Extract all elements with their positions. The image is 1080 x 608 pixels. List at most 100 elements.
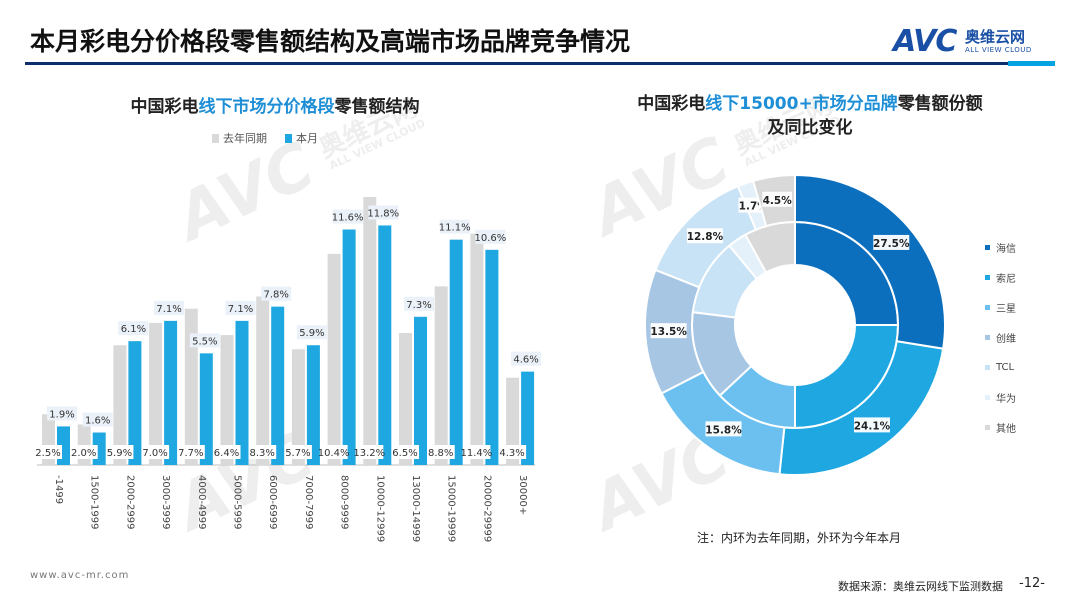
label-box (154, 300, 185, 315)
x-tick-label: 30000+ (517, 475, 528, 515)
legend-item-this-month: 本月 (285, 130, 318, 146)
bar-last-year (113, 345, 127, 465)
bar-this-month (271, 306, 285, 465)
bar-last-year (149, 322, 163, 465)
label-box (332, 209, 363, 224)
label-box (296, 325, 327, 340)
data-label-this-month: 4.6% (513, 355, 538, 366)
bar-this-month (485, 249, 499, 465)
data-label-this-month: 5.9% (299, 328, 324, 339)
x-tick-label: 13000-14999 (410, 475, 421, 542)
legend-swatch (985, 394, 990, 400)
legend-label: 海信 (996, 243, 1016, 255)
label-box (47, 406, 77, 421)
label-box (284, 445, 312, 459)
data-label-last-year: 4.3% (499, 448, 524, 459)
data-label-this-month: 7.8% (263, 290, 288, 301)
legend-item-last-year: 去年同期 (212, 130, 267, 146)
donut-data-label: 12.8% (687, 231, 724, 243)
bar-chart: 2.5% 1.9% -1499 2.0% 1.6% 1500-1999 5.9% 6.1% 20… (35, 197, 542, 542)
donut-data-label: 13.5% (650, 326, 687, 338)
label-box (320, 445, 348, 459)
donut-chart: 27.5%24.1%15.8%13.5%12.8%1.7%4.5% (644, 175, 946, 476)
data-label-last-year: 7.0% (142, 448, 167, 459)
x-tick-label: 4000-4999 (196, 475, 207, 530)
legend-item: 其他 (985, 412, 1016, 442)
data-label-this-month: 5.5% (192, 336, 217, 347)
data-label-this-month: 7.1% (228, 304, 253, 315)
x-tick-label: 2000-2999 (124, 475, 135, 530)
data-label-this-month: 1.6% (85, 416, 110, 427)
label-box (118, 321, 149, 336)
data-label-last-year: 6.5% (392, 448, 417, 459)
donut-data-label: 27.5% (873, 238, 910, 250)
x-tick-label: 3000-3999 (160, 475, 171, 530)
legend-label: 索尼 (996, 273, 1016, 285)
legend-label: 创维 (996, 333, 1016, 345)
footer-url: www.avc-mr.com (30, 570, 130, 581)
bar-this-month (306, 345, 320, 465)
bar-last-year (434, 286, 448, 465)
bar-last-year (220, 335, 234, 465)
data-label-last-year: 7.7% (178, 448, 203, 459)
x-tick-label: 7000-7999 (303, 475, 314, 530)
bar-last-year (327, 253, 341, 465)
data-label-last-year: 5.7% (285, 448, 310, 459)
bar-last-year (291, 349, 305, 465)
x-tick-label: 15000-19999 (446, 475, 457, 542)
label-box (70, 445, 98, 459)
legend-item: TCL (985, 352, 1016, 382)
x-tick-label: 8000-9999 (339, 475, 350, 530)
label-box (463, 445, 491, 459)
data-label-last-year: 8.8% (428, 448, 453, 459)
bar-this-month (449, 239, 463, 465)
header-accent (1008, 61, 1055, 66)
legend-swatch (985, 334, 990, 340)
data-label-this-month: 11.1% (439, 223, 471, 234)
label-box (106, 445, 134, 459)
data-label-last-year: 11.4% (461, 448, 493, 459)
donut-legend: 海信 索尼 三星 创维 TCL 华为 其他 (985, 232, 1016, 442)
bar-last-year (363, 197, 377, 466)
bar-last-year (470, 233, 484, 465)
label-box (686, 228, 723, 244)
logo-en: ALL VIEW CLOUD (965, 46, 1032, 54)
data-label-this-month: 10.6% (475, 233, 507, 244)
label-box (705, 421, 742, 437)
donut-data-label: 15.8% (705, 424, 742, 436)
bar-last-year (256, 296, 270, 465)
legend-swatch (985, 424, 990, 430)
label-box (35, 445, 62, 459)
data-label-last-year: 6.4% (214, 448, 239, 459)
x-tick-label: 6000-6999 (267, 475, 278, 530)
data-label-last-year: 5.9% (107, 448, 132, 459)
donut-data-label: 4.5% (763, 195, 793, 207)
x-tick-label: 5000-5999 (232, 475, 243, 530)
data-label-last-year: 10.4% (318, 448, 350, 459)
legend-swatch (985, 304, 990, 310)
label-box (177, 445, 205, 459)
label-box (650, 323, 687, 339)
x-tick-label: 10000-12999 (374, 475, 385, 542)
bar-this-month (164, 320, 178, 465)
donut-note: 注：内环为去年同期，外环为今年本月 (697, 531, 902, 545)
label-box (261, 286, 292, 301)
data-label-this-month: 7.3% (406, 300, 431, 311)
label-box (873, 234, 910, 250)
label-box (213, 445, 241, 459)
legend-swatch (985, 274, 990, 280)
label-box (427, 445, 455, 459)
x-tick-label: -1499 (53, 475, 64, 504)
label-box (475, 229, 506, 244)
bar-last-year (506, 377, 520, 465)
data-label-last-year: 13.2% (353, 448, 385, 459)
avc-logo: AVC 奥维云网 ALL VIEW CLOUD (893, 24, 1053, 60)
data-label-last-year: 8.3% (249, 448, 274, 459)
donut-chart-title: 中国彩电线下15000+市场分品牌零售额份额 及同比变化 (637, 94, 983, 138)
data-label-last-year: 2.5% (35, 448, 60, 459)
legend-item: 索尼 (985, 262, 1016, 292)
label-box (189, 333, 220, 348)
legend-swatch (985, 244, 990, 250)
label-box (356, 445, 384, 459)
data-label-last-year: 2.0% (71, 448, 96, 459)
